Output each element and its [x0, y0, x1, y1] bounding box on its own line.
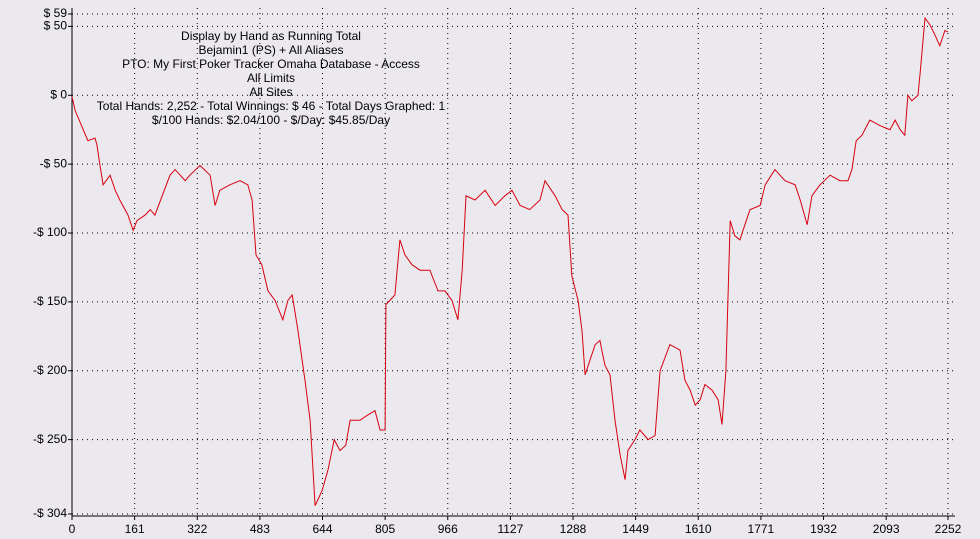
header-line: Display by Hand as Running Total: [181, 29, 361, 43]
y-tick-label: $ 50: [44, 19, 68, 33]
y-tick-label: -$ 304: [33, 506, 67, 520]
data-line: [71, 16, 949, 506]
y-tick-label: -$ 150: [33, 294, 67, 308]
header-line: All Limits: [247, 71, 295, 85]
header-line: Bejamin1 (PS) + All Aliases: [198, 43, 343, 57]
header-line: PTO: My First Poker Tracker Omaha Databa…: [122, 57, 420, 71]
header-line: All Sites: [249, 85, 292, 99]
y-tick-label: -$ 50: [40, 156, 68, 170]
x-tick-label: 805: [375, 522, 395, 536]
x-tick-label: 161: [125, 522, 145, 536]
x-tick-label: 1610: [685, 522, 712, 536]
x-tick-label: 0: [69, 522, 76, 536]
y-tick-label: -$ 200: [33, 363, 67, 377]
x-tick-label: 1932: [810, 522, 837, 536]
header-line: $/100 Hands: $2.04/100 - $/Day: $45.85/D…: [152, 113, 390, 127]
x-tick-label: 2093: [873, 522, 900, 536]
x-tick-label: 644: [312, 522, 332, 536]
x-tick-label: 1771: [748, 522, 775, 536]
y-tick-label: -$ 100: [33, 225, 67, 239]
x-tick-label: 1127: [497, 522, 523, 536]
x-tick-label: 2252: [935, 522, 962, 536]
header-line: Total Hands: 2,252 - Total Winnings: $ 4…: [97, 99, 446, 113]
x-tick-label: 483: [250, 522, 270, 536]
x-tick-label: 1288: [560, 522, 587, 536]
x-tick-label: 322: [187, 522, 207, 536]
y-tick-label: $ 0: [50, 87, 67, 101]
y-tick-label: -$ 250: [33, 432, 67, 446]
y-tick-label: $ 59: [44, 6, 68, 20]
x-tick-label: 1449: [622, 522, 649, 536]
x-tick-label: 966: [438, 522, 458, 536]
